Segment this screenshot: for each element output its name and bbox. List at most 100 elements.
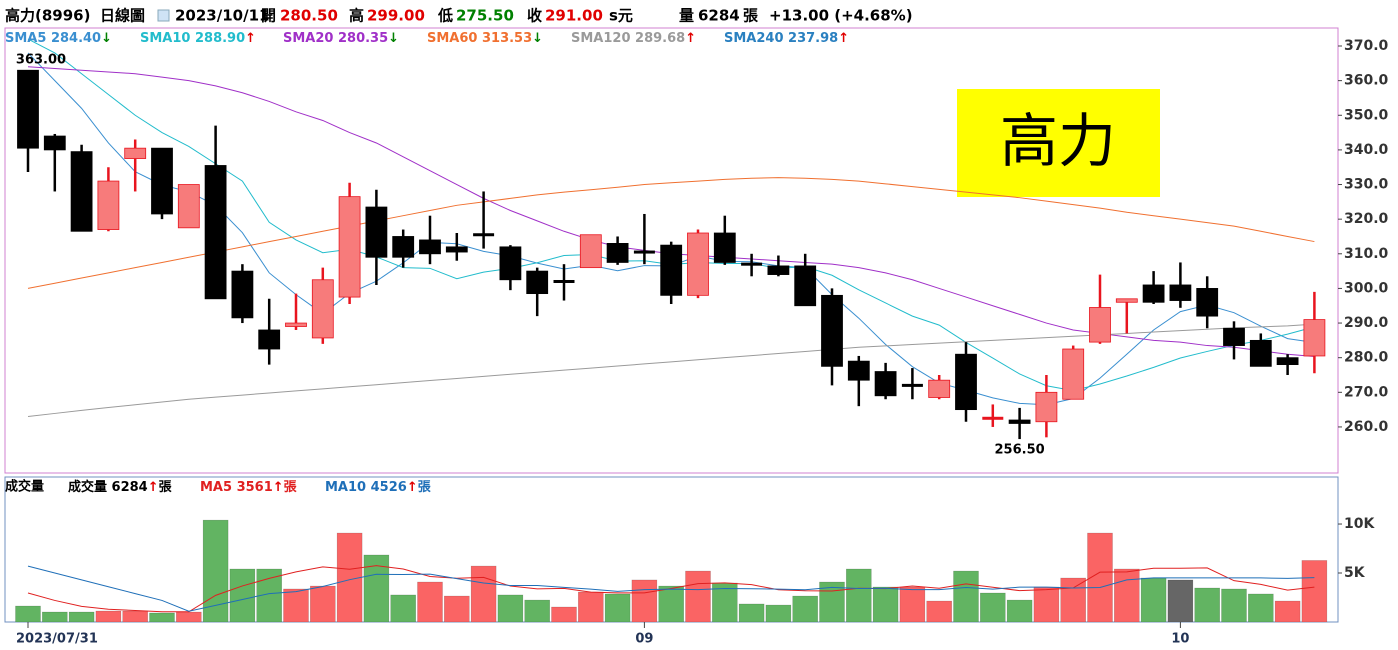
legend-name: MA5 [200, 480, 232, 495]
legend-arrow: ↑ [273, 480, 284, 495]
legend-entry: SMA240 237.98↑ [724, 31, 849, 46]
legend-name: 成交量 [68, 479, 107, 495]
candle-body [1115, 298, 1138, 303]
volume-bar [1140, 577, 1167, 622]
candle-body [687, 232, 709, 296]
y-tick-label: 270.0 [1344, 384, 1389, 400]
y-tick-label: 10K [1344, 516, 1375, 532]
candle-body [338, 196, 361, 298]
candle-body [1223, 327, 1245, 346]
candle-body [43, 135, 66, 151]
volume-bar [310, 585, 336, 622]
checkbox[interactable] [157, 9, 170, 22]
y-tick-label: 320.0 [1344, 211, 1389, 227]
legend-arrow: ↑ [838, 31, 849, 46]
volume-bar [283, 588, 309, 622]
volume-bar [229, 568, 256, 622]
high-label: 高 [349, 7, 364, 25]
badge-box [957, 89, 1160, 197]
volume-bar [551, 606, 577, 622]
candle-body [419, 239, 441, 255]
legend-entry: SMA10 288.90↑ [140, 31, 256, 46]
candle-body [151, 147, 173, 215]
volume-bar [1301, 560, 1328, 622]
candle-body [606, 243, 629, 263]
legend-name: SMA5 [5, 31, 46, 46]
candle-body [579, 234, 602, 269]
legend-value: 289.68 [635, 31, 685, 46]
volume-bar [122, 610, 148, 622]
volume-bar [712, 582, 738, 622]
low-value: 275.50 [456, 7, 514, 25]
stock-name: 高力(8996) [5, 7, 90, 25]
legend-value: 313.53 [482, 31, 532, 46]
candle-body [473, 233, 495, 237]
candle-body [1196, 288, 1219, 317]
volume-bar [497, 594, 524, 622]
legend-entry: 成交量 6284↑張 [68, 479, 173, 495]
volume-bar [363, 554, 390, 622]
y-tick-label: 290.0 [1344, 315, 1389, 331]
legend-name: MA10 [325, 480, 366, 495]
candle-body [526, 270, 549, 295]
volume-bar [1274, 600, 1301, 622]
volume-bar [631, 579, 658, 622]
volume-bar [926, 600, 952, 622]
legend-name: SMA60 [427, 31, 477, 46]
candle-body [311, 279, 334, 339]
volume-bar [819, 581, 845, 622]
candle-body [499, 246, 522, 281]
candle-body [901, 383, 923, 387]
legend-value: 237.98 [788, 31, 838, 46]
volume-bar [604, 593, 631, 622]
y-tick-label: 350.0 [1344, 107, 1389, 123]
candle-body [124, 147, 147, 159]
y-tick-label: 370.0 [1344, 38, 1389, 54]
candle-body [553, 279, 575, 283]
candle-body [821, 294, 843, 367]
legend-arrow: ↓ [532, 31, 543, 46]
candle-body [928, 379, 951, 398]
volume-label: 量 [679, 7, 694, 25]
volume-bar [792, 595, 818, 622]
volume-bar [980, 592, 1006, 622]
legend-arrow: ↓ [101, 31, 112, 46]
volume-bar [444, 595, 470, 622]
ma-line [27, 565, 1315, 613]
open-value: 280.50 [280, 7, 338, 25]
candle-body [1249, 339, 1272, 367]
legend-entry: SMA60 313.53↓ [427, 31, 543, 46]
volume-value: 6284 [698, 7, 740, 25]
candle-body [1035, 391, 1058, 423]
volume-bar [1114, 568, 1140, 622]
legend-unit: 張 [284, 480, 298, 495]
volume-bar [202, 519, 229, 622]
date: 2023/10/11 [175, 7, 269, 25]
volume-bar [578, 591, 604, 622]
volume-bar [765, 604, 792, 622]
x-tick-label: 10 [1171, 632, 1189, 647]
candle-body [285, 322, 307, 327]
legend-unit: 張 [159, 480, 173, 495]
high-value: 299.00 [367, 7, 425, 25]
candle-body [177, 184, 200, 229]
x-tick-label: 09 [635, 632, 653, 647]
legend-arrow: ↑ [407, 480, 418, 495]
close-value: 291.00 [545, 7, 603, 25]
legend-value: 288.90 [195, 31, 245, 46]
volume-bar [176, 611, 202, 622]
y-tick-label: 300.0 [1344, 280, 1389, 296]
candle-body [874, 371, 897, 397]
ma-line [27, 565, 1315, 612]
candle-body [1169, 284, 1192, 301]
candle-body [392, 236, 415, 258]
candle-body [97, 180, 120, 230]
volume-bar [1006, 599, 1033, 622]
volume-bar [685, 570, 711, 622]
y-tick-label: 360.0 [1344, 73, 1389, 89]
legend-entry: SMA120 289.68↑ [571, 31, 696, 46]
panel-title: 成交量 [5, 479, 44, 495]
volume-bar [42, 611, 68, 622]
candle-body [713, 232, 736, 263]
